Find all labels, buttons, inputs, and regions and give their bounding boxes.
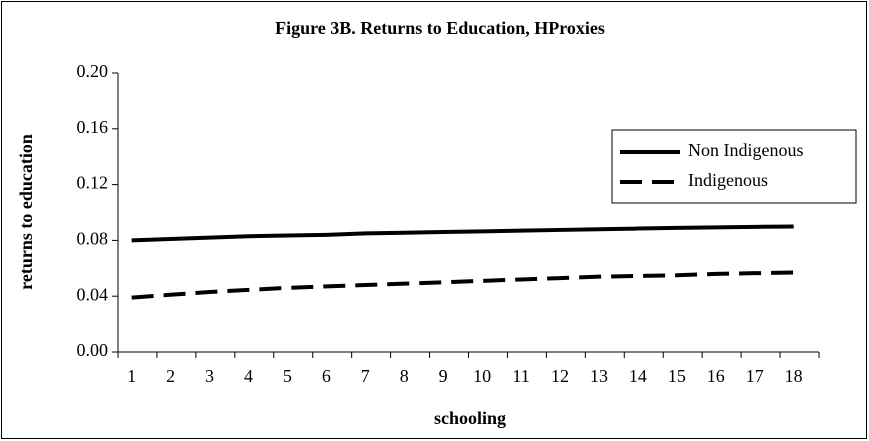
y-tick-label: 0.20	[77, 61, 109, 81]
x-tick-label: 5	[283, 366, 292, 386]
y-tick-label: 0.08	[77, 229, 109, 249]
chart-title: Figure 3B. Returns to Education, HProxie…	[275, 18, 605, 38]
x-tick-label: 4	[244, 366, 253, 386]
x-tick-label: 3	[205, 366, 214, 386]
x-tick-label: 7	[361, 366, 370, 386]
legend-box	[611, 129, 857, 204]
y-tick-label: 0.04	[77, 284, 109, 304]
line-series	[131, 224, 794, 243]
x-tick-label: 11	[512, 366, 529, 386]
y-tick-label: 0.00	[77, 340, 109, 360]
line-series	[131, 270, 794, 300]
y-tick-label: 0.12	[77, 173, 109, 193]
x-tick-label: 6	[322, 366, 331, 386]
y-axis-label: returns to education	[16, 134, 36, 290]
x-tick-label: 2	[166, 366, 175, 386]
legend-label: Non Indigenous	[688, 140, 804, 160]
x-tick-label: 12	[551, 366, 569, 386]
x-tick-label: 14	[629, 366, 647, 386]
y-tick-label: 0.16	[77, 117, 109, 137]
x-tick-label: 10	[473, 366, 491, 386]
x-tick-label: 17	[746, 366, 764, 386]
x-tick-label: 1	[127, 366, 136, 386]
x-tick-label: 9	[439, 366, 448, 386]
x-tick-label: 8	[400, 366, 409, 386]
x-tick-label: 16	[707, 366, 725, 386]
x-tick-label: 15	[668, 366, 686, 386]
x-tick-label: 13	[590, 366, 608, 386]
x-axis-label: schooling	[434, 408, 506, 428]
x-tick-label: 18	[785, 366, 803, 386]
legend-label: Indigenous	[688, 170, 768, 190]
